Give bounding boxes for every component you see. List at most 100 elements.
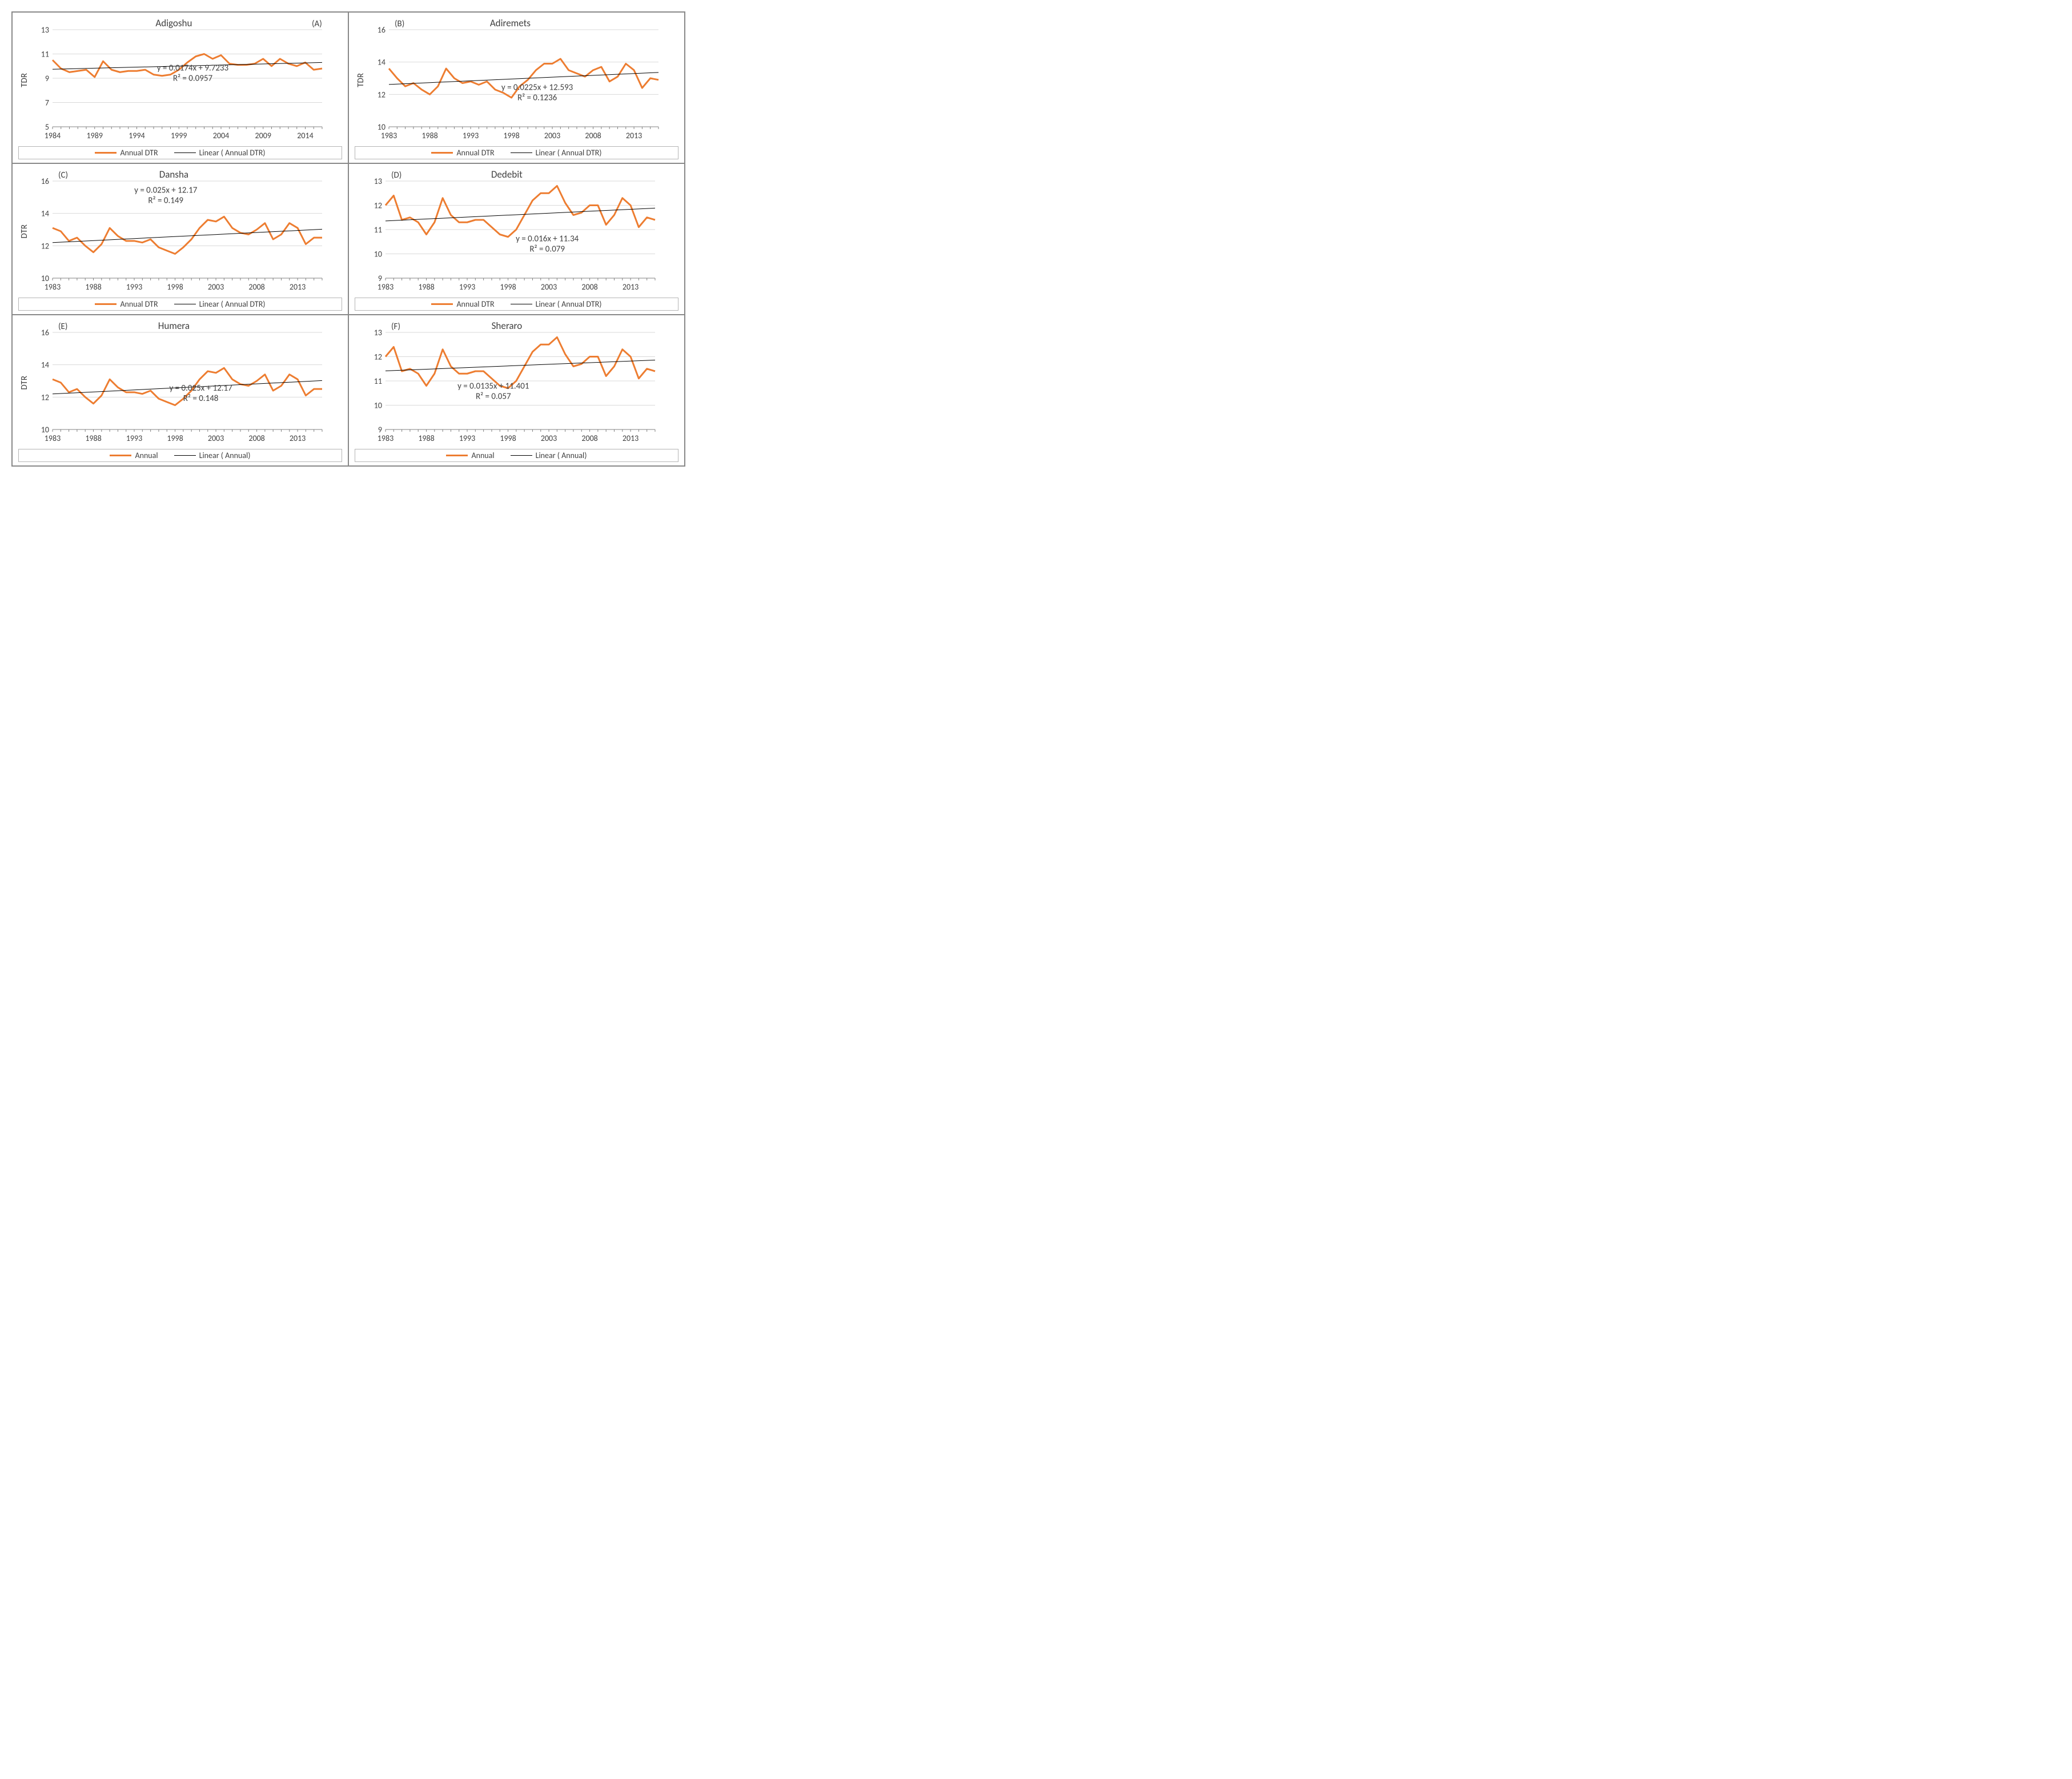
panel-id: (D) bbox=[391, 170, 401, 180]
legend-item-series: Annual bbox=[110, 451, 158, 460]
y-tick-label: 12 bbox=[378, 90, 386, 99]
x-tick-label: 1999 bbox=[171, 131, 187, 140]
x-tick-label: 2008 bbox=[581, 282, 597, 292]
chart-svg: 57911131984198919941999200420092014Adigo… bbox=[31, 17, 328, 143]
legend: Annual Linear ( Annual) bbox=[18, 449, 342, 462]
panel-title: Dedebit bbox=[491, 168, 523, 180]
panel-B: TDR 101214161983198819931998200320082013… bbox=[348, 12, 685, 163]
y-tick-label: 12 bbox=[374, 352, 382, 362]
y-tick-label: 16 bbox=[41, 328, 49, 338]
r2-text: R² = 0.0957 bbox=[173, 73, 213, 83]
chart-svg: 101214161983198819931998200320082013Adir… bbox=[367, 17, 664, 143]
x-tick-label: 2014 bbox=[297, 131, 313, 140]
y-tick-label: 14 bbox=[41, 360, 49, 370]
legend-label-trend: Linear ( Annual) bbox=[536, 451, 587, 460]
equation-text: y = 0.0225x + 12.593 bbox=[501, 82, 573, 93]
x-tick-label: 1983 bbox=[45, 433, 61, 443]
legend-item-series: Annual bbox=[446, 451, 494, 460]
x-tick-label: 2009 bbox=[255, 131, 271, 140]
x-tick-label: 1983 bbox=[378, 433, 393, 443]
series-line bbox=[386, 338, 655, 388]
legend: Annual DTR Linear ( Annual DTR) bbox=[355, 146, 678, 159]
panel-title: Adigoshu bbox=[155, 17, 192, 29]
series-swatch bbox=[95, 152, 117, 154]
y-axis-label: TDR bbox=[18, 73, 31, 87]
x-tick-label: 1998 bbox=[503, 131, 519, 140]
equation-text: y = 0.025x + 12.17 bbox=[170, 383, 233, 393]
panel-E: DTR 101214161983198819931998200320082013… bbox=[12, 315, 348, 466]
panel-id: (E) bbox=[58, 322, 67, 332]
x-tick-label: 1983 bbox=[378, 282, 393, 292]
panel-C: DTR 101214161983198819931998200320082013… bbox=[12, 163, 348, 315]
chart-svg: 101214161983198819931998200320082013Hume… bbox=[31, 320, 328, 445]
chart-svg: 9101112131983198819931998200320082013She… bbox=[364, 320, 661, 445]
panel-title: Adiremets bbox=[490, 17, 531, 29]
x-tick-label: 1983 bbox=[45, 282, 61, 292]
series-swatch bbox=[431, 152, 453, 154]
panel-title: Humera bbox=[158, 320, 190, 332]
x-tick-label: 2003 bbox=[544, 131, 560, 140]
x-tick-label: 1988 bbox=[418, 282, 434, 292]
x-tick-label: 1988 bbox=[85, 282, 101, 292]
y-tick-label: 13 bbox=[374, 176, 382, 186]
legend-label-trend: Linear ( Annual) bbox=[199, 451, 251, 460]
equation-text: y = 0.016x + 11.34 bbox=[516, 234, 579, 244]
y-tick-label: 16 bbox=[41, 176, 49, 186]
legend-label-series: Annual bbox=[471, 451, 494, 460]
x-tick-label: 2003 bbox=[541, 433, 557, 443]
legend-item-series: Annual DTR bbox=[95, 148, 158, 158]
legend: Annual DTR Linear ( Annual DTR) bbox=[18, 146, 342, 159]
panel-F: 9101112131983198819931998200320082013She… bbox=[348, 315, 685, 466]
chart-grid: TDR 57911131984198919941999200420092014A… bbox=[11, 11, 685, 467]
y-tick-label: 13 bbox=[374, 328, 382, 338]
x-tick-label: 2013 bbox=[626, 131, 642, 140]
y-tick-label: 13 bbox=[41, 25, 49, 35]
panel-id: (C) bbox=[58, 170, 68, 180]
x-tick-label: 1988 bbox=[418, 433, 434, 443]
y-tick-label: 10 bbox=[374, 250, 382, 259]
x-tick-label: 2008 bbox=[585, 131, 601, 140]
equation-text: y = 0.0135x + 11.401 bbox=[457, 381, 529, 392]
legend-label-series: Annual DTR bbox=[456, 299, 494, 309]
legend: Annual Linear ( Annual) bbox=[355, 449, 678, 462]
x-tick-label: 1983 bbox=[381, 131, 397, 140]
legend-label-trend: Linear ( Annual DTR) bbox=[536, 148, 602, 158]
x-tick-label: 2013 bbox=[623, 282, 639, 292]
series-line bbox=[386, 186, 655, 237]
x-tick-label: 1988 bbox=[85, 433, 101, 443]
legend-item-trend: Linear ( Annual DTR) bbox=[174, 299, 266, 309]
y-tick-label: 9 bbox=[45, 74, 49, 83]
x-tick-label: 2013 bbox=[623, 433, 639, 443]
r2-text: R² = 0.057 bbox=[476, 392, 511, 402]
series-swatch bbox=[431, 303, 453, 305]
legend-label-series: Annual bbox=[135, 451, 158, 460]
legend-item-series: Annual DTR bbox=[431, 299, 494, 309]
x-tick-label: 2013 bbox=[290, 433, 306, 443]
r2-text: R² = 0.148 bbox=[183, 393, 219, 404]
x-tick-label: 2003 bbox=[208, 282, 224, 292]
x-tick-label: 1993 bbox=[459, 433, 475, 443]
panel-A: TDR 57911131984198919941999200420092014A… bbox=[12, 12, 348, 163]
series-swatch bbox=[110, 455, 131, 456]
r2-text: R² = 0.1236 bbox=[517, 93, 557, 103]
legend-item-trend: Linear ( Annual) bbox=[174, 451, 251, 460]
y-tick-label: 11 bbox=[374, 225, 382, 235]
legend-label-series: Annual DTR bbox=[456, 148, 494, 158]
y-axis-label: DTR bbox=[18, 224, 31, 239]
legend-item-series: Annual DTR bbox=[431, 148, 494, 158]
legend-item-trend: Linear ( Annual) bbox=[511, 451, 587, 460]
x-tick-label: 2008 bbox=[248, 433, 264, 443]
y-tick-label: 11 bbox=[41, 50, 49, 59]
legend: Annual DTR Linear ( Annual DTR) bbox=[355, 298, 678, 311]
x-tick-label: 1988 bbox=[421, 131, 437, 140]
legend-label-trend: Linear ( Annual DTR) bbox=[199, 299, 266, 309]
x-tick-label: 1993 bbox=[463, 131, 479, 140]
y-tick-label: 16 bbox=[378, 25, 386, 35]
y-tick-label: 12 bbox=[41, 241, 49, 251]
legend-label-series: Annual DTR bbox=[120, 299, 158, 309]
y-tick-label: 12 bbox=[41, 392, 49, 402]
panel-id: (B) bbox=[395, 19, 404, 29]
x-tick-label: 1993 bbox=[459, 282, 475, 292]
series-line bbox=[53, 216, 322, 254]
y-tick-label: 14 bbox=[41, 209, 49, 219]
